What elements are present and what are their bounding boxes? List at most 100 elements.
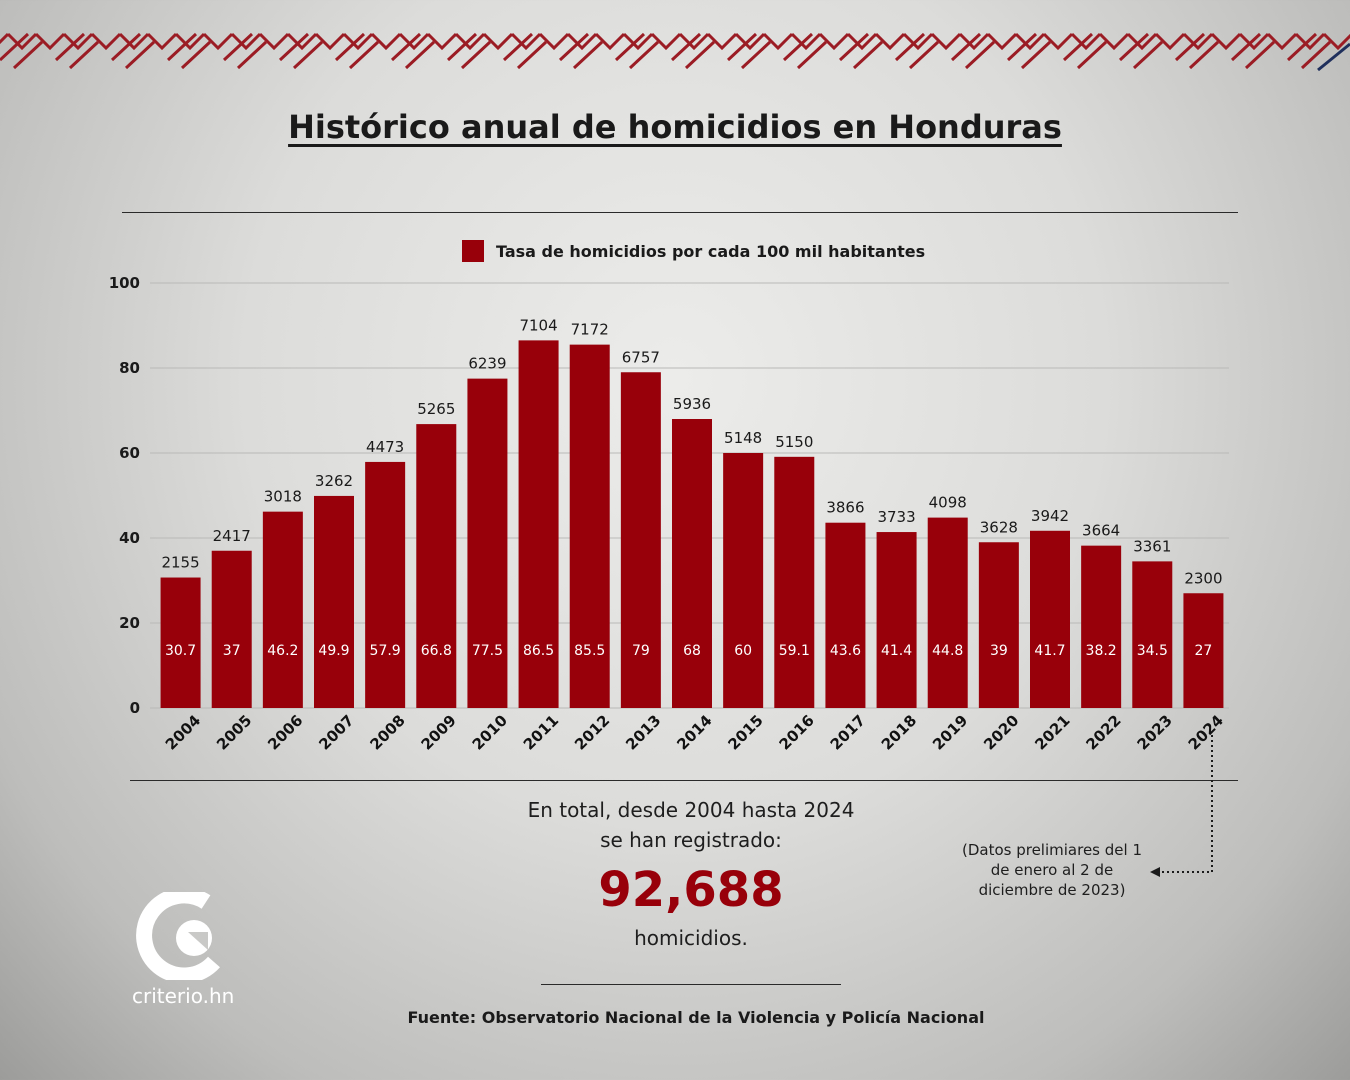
bar-2024 [1183, 593, 1224, 708]
x-tick-label: 2009 [418, 711, 460, 753]
bar-value-label: 86.5 [523, 643, 554, 659]
source-divider [541, 984, 841, 985]
bar-2013 [620, 372, 661, 708]
bar-2023 [1132, 561, 1173, 708]
homicide-count-label: 4473 [366, 438, 404, 456]
chart-legend: Tasa de homicidios por cada 100 mil habi… [462, 240, 925, 262]
x-tick-label: 2017 [827, 711, 869, 753]
y-tick-label: 80 [119, 359, 140, 377]
summary-line-2: se han registrado: [600, 828, 782, 852]
bar-value-label: 43.6 [830, 643, 861, 659]
preliminary-data-note: (Datos prelimiares del 1 de enero al 2 d… [961, 841, 1142, 899]
x-tick-label: 2021 [1031, 711, 1073, 753]
bar-2009 [416, 424, 457, 708]
homicide-count-label: 3262 [315, 472, 353, 490]
bar-value-label: 41.4 [881, 643, 912, 659]
brand-logo: criterio.hn [132, 892, 242, 1022]
bar-value-label: 27 [1195, 643, 1213, 659]
bar-value-label: 34.5 [1137, 643, 1168, 659]
x-tick-label: 2007 [315, 711, 357, 753]
bar-value-label: 39 [990, 643, 1008, 659]
x-tick-label: 2020 [980, 711, 1022, 753]
bar-value-label: 66.8 [421, 643, 452, 659]
bottom-divider [130, 780, 1238, 781]
homicide-count-label: 6239 [468, 355, 506, 373]
bar-value-label: 77.5 [472, 643, 503, 659]
homicide-count-label: 3664 [1082, 522, 1120, 540]
bar-2005 [211, 550, 252, 708]
homicide-count-label: 2155 [161, 554, 199, 572]
homicide-count-label: 4098 [929, 494, 967, 512]
homicide-count-label: 5150 [775, 433, 813, 451]
x-tick-label: 2012 [571, 711, 613, 753]
homicide-count-label: 2300 [1184, 569, 1222, 587]
x-tick-label: 2015 [724, 711, 766, 753]
bar-2018 [876, 532, 917, 708]
x-tick-label: 2022 [1082, 711, 1124, 753]
x-tick-label: 2006 [264, 711, 306, 753]
homicide-count-label: 6757 [622, 348, 660, 366]
summary-line-1: En total, desde 2004 hasta 2024 [527, 798, 855, 822]
bar-value-label: 44.8 [932, 643, 963, 659]
total-homicides-number: 92,688 [598, 862, 784, 918]
x-tick-label: 2013 [622, 711, 664, 753]
y-tick-label: 100 [109, 274, 140, 292]
bar-value-label: 37 [223, 643, 241, 659]
homicide-count-label: 7104 [519, 316, 557, 334]
x-tick-label: 2010 [469, 711, 511, 753]
bar-value-label: 38.2 [1086, 643, 1117, 659]
homicide-count-label: 5148 [724, 429, 762, 447]
homicide-count-label: 3733 [877, 508, 915, 526]
bar-value-label: 60 [734, 643, 752, 659]
x-tick-label: 2016 [776, 711, 818, 753]
bar-2021 [1030, 530, 1070, 708]
bar-2008 [365, 461, 406, 708]
summary-unit: homicidios. [634, 926, 748, 950]
x-tick-label: 2024 [1185, 711, 1227, 753]
bar-2011 [518, 340, 559, 708]
bar-value-label: 30.7 [165, 643, 196, 659]
bar-value-label: 68 [683, 643, 701, 659]
bar-2016 [774, 456, 815, 708]
homicide-count-label: 5265 [417, 400, 455, 418]
homicide-count-label: 3018 [264, 488, 302, 506]
bar-value-label: 49.9 [318, 643, 349, 659]
x-tick-label: 2011 [520, 711, 562, 753]
homicide-count-label: 2417 [213, 527, 251, 545]
criterio-logo-icon [136, 892, 220, 980]
x-tick-label: 2014 [673, 711, 715, 753]
bar-2012 [569, 344, 610, 708]
bar-value-label: 46.2 [267, 643, 298, 659]
homicide-count-label: 3942 [1031, 507, 1069, 525]
y-tick-label: 0 [130, 699, 140, 717]
bar-2007 [314, 495, 354, 708]
x-tick-label: 2005 [213, 711, 255, 753]
bar-value-label: 85.5 [574, 643, 605, 659]
bar-chart: 0 20 40 60 80 100 30.7 2155 2004 37 2417 2005 46.2 30… [109, 274, 1229, 754]
bar-2004 [160, 577, 201, 708]
x-tick-label: 2023 [1134, 711, 1176, 753]
y-tick-label: 40 [119, 529, 140, 547]
decorative-top-border [0, 32, 1350, 72]
source-text: Fuente: Observatorio Nacional de la Viol… [407, 1008, 985, 1027]
y-tick-label: 60 [119, 444, 140, 462]
bar-value-label: 41.7 [1034, 643, 1065, 659]
homicide-count-label: 3361 [1133, 537, 1171, 555]
x-tick-label: 2004 [162, 711, 204, 753]
legend-swatch [462, 240, 484, 262]
homicide-count-label: 3866 [826, 499, 864, 517]
bar-2014 [672, 419, 712, 708]
bar-value-label: 59.1 [779, 643, 810, 659]
bar-2010 [467, 378, 508, 708]
bar-2006 [262, 511, 303, 708]
bar-2017 [825, 522, 866, 708]
x-tick-label: 2019 [929, 711, 971, 753]
homicide-count-label: 3628 [980, 518, 1018, 536]
homicide-count-label: 5936 [673, 395, 711, 413]
x-tick-label: 2018 [878, 711, 920, 753]
logo-text: criterio.hn [132, 984, 235, 1008]
y-tick-label: 20 [119, 614, 140, 632]
homicide-count-label: 7172 [571, 321, 609, 339]
legend-label: Tasa de homicidios por cada 100 mil habi… [496, 241, 926, 261]
bar-value-label: 79 [632, 643, 650, 659]
